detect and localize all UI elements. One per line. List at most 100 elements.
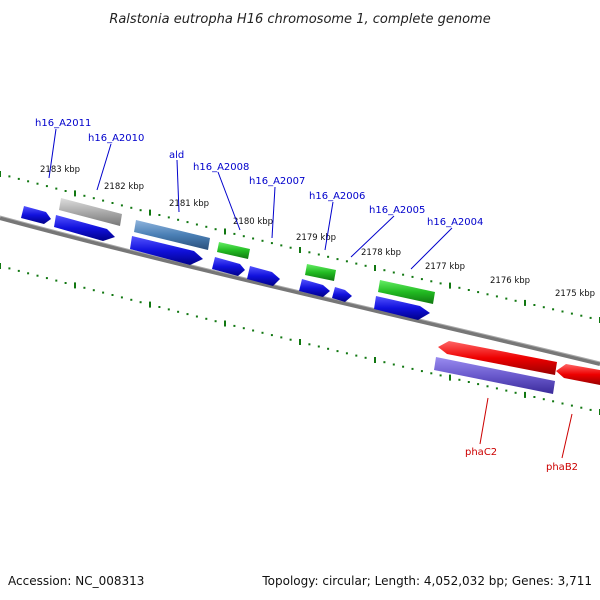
minor-tick [533, 304, 535, 306]
minor-tick [337, 350, 339, 352]
minor-tick [383, 269, 385, 271]
minor-tick [327, 256, 329, 258]
minor-tick [271, 334, 273, 336]
minor-tick [18, 178, 20, 180]
minor-tick [121, 296, 123, 298]
minor-tick [65, 190, 67, 192]
minor-tick [543, 306, 545, 308]
minor-tick [262, 332, 264, 334]
minor-tick [355, 355, 357, 357]
major-tick [449, 375, 451, 381]
minor-tick [412, 276, 414, 278]
minor-tick [318, 346, 320, 348]
upper-tick-row [0, 171, 600, 323]
minor-tick [205, 226, 207, 228]
minor-tick [543, 398, 545, 400]
kbp-label: 2175 kbp [555, 289, 595, 299]
minor-tick [196, 316, 198, 318]
minor-tick [580, 407, 582, 409]
major-tick [524, 300, 526, 306]
minor-tick [533, 396, 535, 398]
minor-tick [355, 263, 357, 265]
kbp-label: 2181 kbp [169, 199, 209, 209]
major-tick [374, 357, 376, 363]
gene-label-phaC2[interactable]: phaC2 [465, 447, 497, 458]
major-tick [0, 263, 1, 269]
major-tick [449, 283, 451, 289]
minor-tick [196, 224, 198, 226]
kbp-label: 2177 kbp [425, 262, 465, 272]
map-title: Ralstonia eutropha H16 chromosome 1, com… [109, 12, 490, 27]
minor-tick [562, 403, 564, 405]
minor-tick [18, 270, 20, 272]
gene-label-h16_A2010[interactable]: h16_A2010 [88, 133, 144, 144]
minor-tick [393, 364, 395, 366]
gene-label-h16_A2011[interactable]: h16_A2011 [35, 118, 91, 129]
major-tick [374, 265, 376, 271]
gene-arrow-h16_A2008[interactable] [217, 242, 250, 259]
major-tick [74, 190, 76, 196]
minor-tick [130, 299, 132, 301]
minor-tick [515, 300, 517, 302]
minor-tick [430, 280, 432, 282]
leader-line [218, 172, 240, 230]
minor-tick [130, 207, 132, 209]
minor-tick [102, 200, 104, 202]
minor-tick [262, 240, 264, 242]
kbp-label: 2179 kbp [296, 233, 336, 243]
minor-tick [402, 366, 404, 368]
gene-label-h16_A2005[interactable]: h16_A2005 [369, 205, 425, 216]
minor-tick [496, 387, 498, 389]
leader-line [480, 398, 488, 444]
minor-tick [243, 235, 245, 237]
minor-tick [121, 204, 123, 206]
minor-tick [215, 228, 217, 230]
gene-label-h16_A2008[interactable]: h16_A2008 [193, 162, 249, 173]
minor-tick [27, 272, 29, 274]
gene-label-h16_A2006[interactable]: h16_A2006 [309, 191, 365, 202]
kbp-label: 2183 kbp [40, 165, 80, 175]
minor-tick [327, 348, 329, 350]
gene-arrow-h16_A2006[interactable] [305, 264, 336, 281]
minor-tick [440, 374, 442, 376]
minor-tick [37, 183, 39, 185]
minor-tick [55, 280, 57, 282]
minor-tick [8, 267, 10, 269]
minor-tick [158, 306, 160, 308]
gene-label-h16_A2004[interactable]: h16_A2004 [427, 217, 483, 228]
gene-label-h16_A2007[interactable]: h16_A2007 [249, 176, 305, 187]
minor-tick [580, 315, 582, 317]
minor-tick [590, 317, 592, 319]
gene-label-phaB2[interactable]: phaB2 [546, 462, 578, 473]
major-tick [149, 302, 151, 308]
minor-tick [177, 311, 179, 313]
minor-tick [102, 292, 104, 294]
minor-tick [177, 219, 179, 221]
minor-tick [168, 216, 170, 218]
minor-tick [205, 318, 207, 320]
minor-tick [412, 368, 414, 370]
minor-tick [93, 197, 95, 199]
minor-tick [168, 308, 170, 310]
minor-tick [308, 343, 310, 345]
minor-tick [83, 287, 85, 289]
gene-arrow-phaB2-mRNA[interactable] [556, 364, 600, 385]
minor-tick [402, 274, 404, 276]
accession-text: Accession: NC_008313 [8, 574, 144, 588]
major-tick [224, 321, 226, 327]
minor-tick [590, 409, 592, 411]
minor-tick [252, 238, 254, 240]
gene-label-ald[interactable]: ald [169, 150, 184, 161]
major-tick [299, 247, 301, 253]
minor-tick [440, 282, 442, 284]
minor-tick [187, 313, 189, 315]
minor-tick [430, 372, 432, 374]
minor-tick [505, 298, 507, 300]
minor-tick [93, 289, 95, 291]
minor-tick [158, 214, 160, 216]
major-tick [0, 171, 1, 177]
minor-tick [458, 379, 460, 381]
gene-arrow-h16_A2011[interactable] [21, 206, 51, 224]
minor-tick [112, 202, 114, 204]
minor-tick [365, 265, 367, 267]
